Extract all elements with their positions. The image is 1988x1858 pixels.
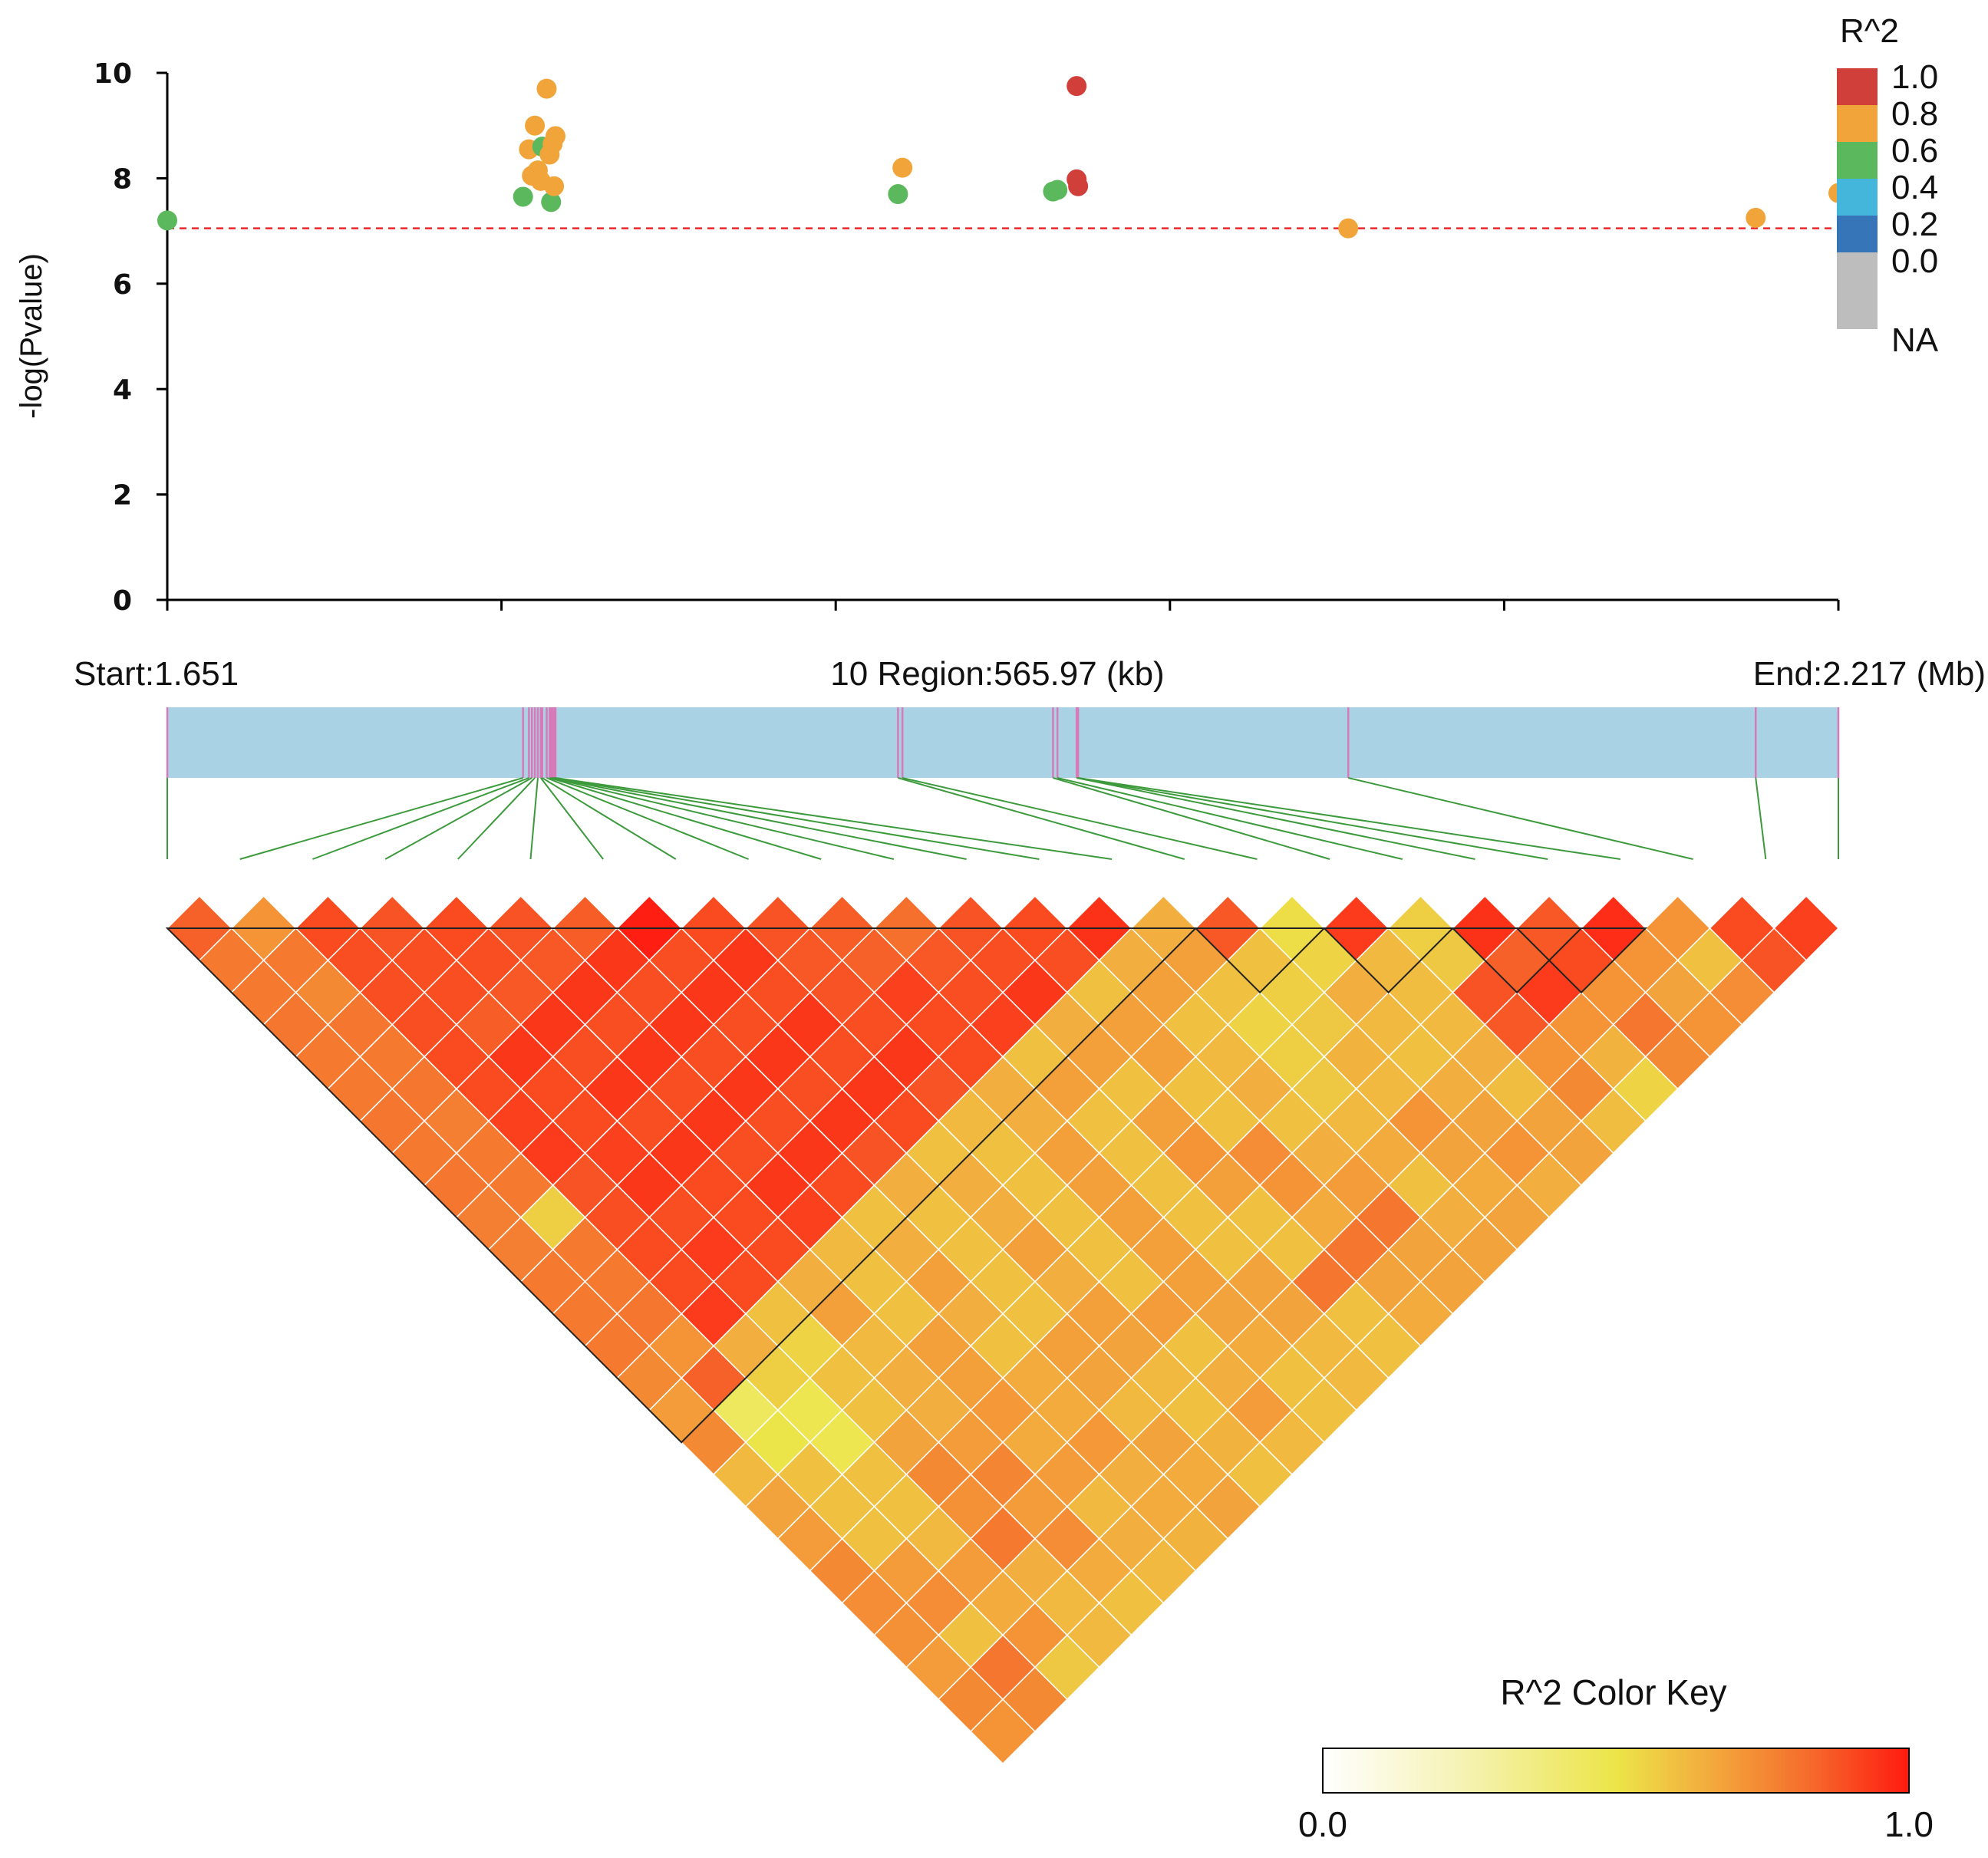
r2-legend-label: 0.0 bbox=[1891, 242, 1938, 280]
ld-block-outline bbox=[1515, 927, 1648, 994]
scatter-point bbox=[157, 210, 177, 231]
y-axis-label: -log(Pvalue) bbox=[15, 253, 48, 419]
scatter-point bbox=[1068, 176, 1089, 196]
snp-connector bbox=[529, 777, 539, 860]
region-end-label: End:2.217 (Mb) bbox=[1753, 655, 1986, 693]
r2-legend-title: R^2 bbox=[1840, 12, 1899, 50]
snp-connector bbox=[555, 777, 1113, 860]
snp-connector bbox=[1076, 777, 1475, 860]
snp-connector bbox=[312, 777, 529, 860]
region-size-label: 10 Region:565.97 (kb) bbox=[830, 655, 1164, 693]
r2-legend-label: 0.6 bbox=[1891, 132, 1938, 170]
y-tick-label: 6 bbox=[113, 269, 132, 301]
r2-legend-label: 0.2 bbox=[1891, 206, 1938, 243]
scatter-point bbox=[544, 176, 565, 196]
chromosome-region-bar bbox=[167, 707, 1838, 778]
snp-connector bbox=[1347, 777, 1693, 860]
color-key-min-label: 0.0 bbox=[1298, 1804, 1347, 1844]
color-key-gradient-bar bbox=[1322, 1748, 1910, 1794]
snp-connector bbox=[539, 777, 604, 860]
scatter-point bbox=[892, 157, 913, 178]
y-tick-label: 4 bbox=[113, 374, 132, 406]
r2-legend-swatch bbox=[1837, 252, 1878, 289]
ld-cell bbox=[970, 1698, 1036, 1765]
snp-connector bbox=[1076, 777, 1548, 860]
y-axis-ticks: 0 2 4 6 8 10 bbox=[94, 58, 167, 617]
snp-connector bbox=[1053, 777, 1330, 860]
color-key-max-label: 1.0 bbox=[1884, 1804, 1934, 1844]
r2-color-key: R^2 Color Key 0.0 1.0 bbox=[1298, 1672, 1934, 1844]
r2-legend: R^2 1.00.80.60.40.20.0 NA bbox=[1837, 12, 1939, 359]
association-scatter-panel: 0 2 4 6 8 10 -log(Pvalue) bbox=[15, 58, 1848, 617]
snp-position-marks bbox=[166, 707, 1840, 778]
snp-connector bbox=[239, 777, 523, 860]
scatter-point bbox=[525, 115, 546, 136]
snp-connector bbox=[553, 777, 1040, 860]
y-tick-label: 8 bbox=[113, 163, 132, 195]
r2-legend-swatch bbox=[1837, 105, 1878, 142]
r2-legend-swatch bbox=[1837, 68, 1878, 105]
snp-connector bbox=[898, 777, 1185, 860]
scatter-point bbox=[513, 186, 533, 207]
r2-legend-label: 0.8 bbox=[1891, 95, 1938, 133]
scatter-point bbox=[541, 192, 562, 212]
scatter-point bbox=[536, 78, 557, 99]
scatter-point bbox=[546, 126, 566, 147]
r2-legend-swatch-na bbox=[1837, 289, 1878, 329]
r2-legend-swatch bbox=[1837, 216, 1878, 252]
r2-legend-na-label: NA bbox=[1891, 321, 1939, 359]
scatter-point bbox=[1338, 218, 1359, 239]
snp-connector bbox=[542, 777, 677, 860]
ld-heatmap bbox=[166, 895, 1840, 1765]
snp-connector bbox=[551, 777, 895, 860]
snp-connector bbox=[549, 777, 822, 860]
snp-connector bbox=[902, 777, 1258, 860]
ld-block-outline bbox=[1193, 927, 1327, 994]
r2-legend-label: 0.4 bbox=[1891, 169, 1938, 206]
snp-connector bbox=[384, 777, 532, 860]
y-tick-label: 0 bbox=[113, 585, 132, 617]
ld-block-outlines bbox=[165, 927, 1648, 1444]
r2-legend-swatch bbox=[1837, 179, 1878, 216]
r2-legend-swatches: 1.00.80.60.40.20.0 bbox=[1837, 58, 1938, 289]
snp-connector bbox=[1077, 777, 1621, 860]
r2-legend-swatch bbox=[1837, 142, 1878, 179]
scatter-point bbox=[888, 184, 908, 205]
r2-legend-label: 1.0 bbox=[1891, 58, 1938, 96]
snp-connector bbox=[457, 777, 536, 860]
scatter-point bbox=[1746, 207, 1766, 228]
ld-block-outline bbox=[165, 927, 1198, 1444]
snp-connector bbox=[1057, 777, 1403, 860]
snp-connector bbox=[552, 777, 967, 860]
scatter-point bbox=[1067, 76, 1087, 97]
scatter-points bbox=[157, 76, 1848, 239]
y-tick-label: 2 bbox=[113, 480, 132, 512]
ld-block-outline bbox=[1322, 927, 1455, 994]
color-key-title: R^2 Color Key bbox=[1500, 1672, 1726, 1712]
scatter-point bbox=[1047, 180, 1068, 200]
snp-connector-lines bbox=[166, 777, 1839, 860]
snp-connector bbox=[546, 777, 749, 860]
y-tick-label: 10 bbox=[94, 58, 132, 90]
region-start-label: Start:1.651 bbox=[74, 655, 239, 693]
x-axis-ticks bbox=[166, 600, 1840, 611]
snp-connector bbox=[1755, 777, 1767, 860]
